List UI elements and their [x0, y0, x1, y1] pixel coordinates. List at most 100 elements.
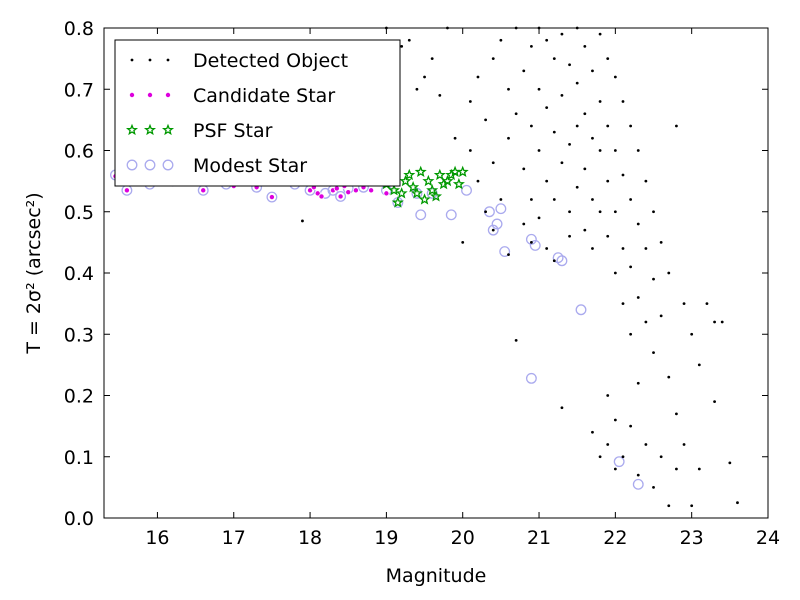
circle-open-point [445, 209, 457, 221]
circle-small-point [337, 193, 344, 200]
data-point [629, 198, 633, 201]
x-tick-label: 23 [680, 527, 704, 549]
data-point [491, 57, 495, 61]
data-point [400, 44, 404, 48]
circle-open-point [415, 209, 427, 221]
legend-label: Modest Star [193, 155, 307, 177]
data-point [583, 167, 587, 171]
x-tick-label: 18 [298, 527, 322, 549]
data-point [552, 130, 556, 134]
data-point [438, 93, 442, 97]
x-tick-label: 20 [451, 527, 475, 549]
data-point [499, 198, 503, 201]
data-point [530, 198, 533, 201]
data-point [507, 87, 510, 91]
data-point [652, 485, 655, 489]
data-point [530, 124, 533, 128]
data-point [636, 473, 640, 477]
data-point [690, 504, 694, 508]
data-point [613, 75, 617, 79]
data-point [560, 161, 564, 165]
data-point [568, 63, 571, 67]
data-point [591, 247, 594, 250]
data-point [728, 461, 732, 465]
data-point [606, 124, 610, 128]
circle-open-point [266, 191, 278, 203]
legend-marker [128, 92, 135, 99]
data-point [514, 338, 518, 342]
data-point [530, 240, 533, 244]
data-point [591, 136, 594, 140]
circle-open-point [575, 304, 587, 316]
data-point [461, 240, 465, 244]
circle-small-point [352, 187, 359, 194]
data-point [407, 38, 411, 42]
data-point [522, 222, 526, 226]
circle-open-point [632, 478, 644, 490]
data-point [552, 198, 556, 201]
legend-marker [162, 159, 174, 171]
data-point [476, 179, 480, 183]
data-point [537, 149, 541, 152]
data-point [682, 443, 686, 446]
data-point [629, 332, 633, 336]
data-point [606, 394, 610, 397]
ticks-layer: 16 17 18 19 20 21 22 23 24 0.0 0.1 0.2 0.3 0.4 0.5 0.6 0… [64, 18, 780, 549]
data-point [522, 167, 526, 171]
circle-small-point [333, 185, 340, 192]
data-point [697, 467, 701, 471]
data-point [613, 271, 617, 275]
data-point [499, 38, 503, 42]
data-point [736, 501, 739, 505]
data-point [491, 161, 495, 165]
data-point [621, 100, 625, 103]
data-point [613, 418, 617, 422]
data-point [591, 430, 594, 434]
data-point [568, 210, 571, 214]
data-point [507, 253, 510, 257]
y-tick-label: 0.8 [64, 18, 94, 40]
data-point [545, 247, 549, 250]
data-point [583, 112, 587, 116]
circle-open-point [491, 218, 503, 230]
data-point [667, 271, 671, 275]
circle-open-point [495, 203, 507, 215]
data-point [583, 44, 587, 48]
data-point [598, 210, 602, 214]
data-point [659, 314, 663, 318]
circle-small-point [200, 187, 207, 194]
circle-open-point [613, 456, 625, 468]
circle-small-point [314, 190, 321, 197]
circle-open-point [335, 190, 347, 202]
circle-open-point [525, 372, 537, 384]
data-point [697, 363, 701, 367]
data-point [713, 400, 716, 404]
data-point [598, 455, 602, 459]
data-point [468, 149, 472, 152]
data-point [644, 179, 648, 183]
data-point [468, 100, 472, 103]
data-point [629, 124, 633, 128]
legend-box [114, 39, 401, 187]
y-tick-label: 0.6 [64, 141, 94, 163]
data-point [606, 57, 610, 61]
legend-marker [164, 92, 171, 99]
data-point [476, 75, 480, 79]
series-detected-object [301, 26, 739, 508]
data-point [552, 57, 556, 61]
circle-small-point [368, 187, 375, 194]
data-point [667, 504, 671, 508]
legend-marker [144, 159, 156, 171]
data-point [560, 32, 564, 36]
data-point [415, 87, 419, 91]
data-point [545, 106, 549, 110]
data-point [659, 240, 663, 244]
data-point [591, 198, 594, 201]
x-tick-label: 16 [145, 527, 169, 549]
x-tick-label: 21 [527, 527, 551, 549]
data-point [713, 320, 716, 324]
circle-small-point [383, 190, 390, 197]
circle-small-point [318, 193, 325, 200]
data-point [652, 277, 655, 281]
x-tick-label: 22 [603, 527, 627, 549]
